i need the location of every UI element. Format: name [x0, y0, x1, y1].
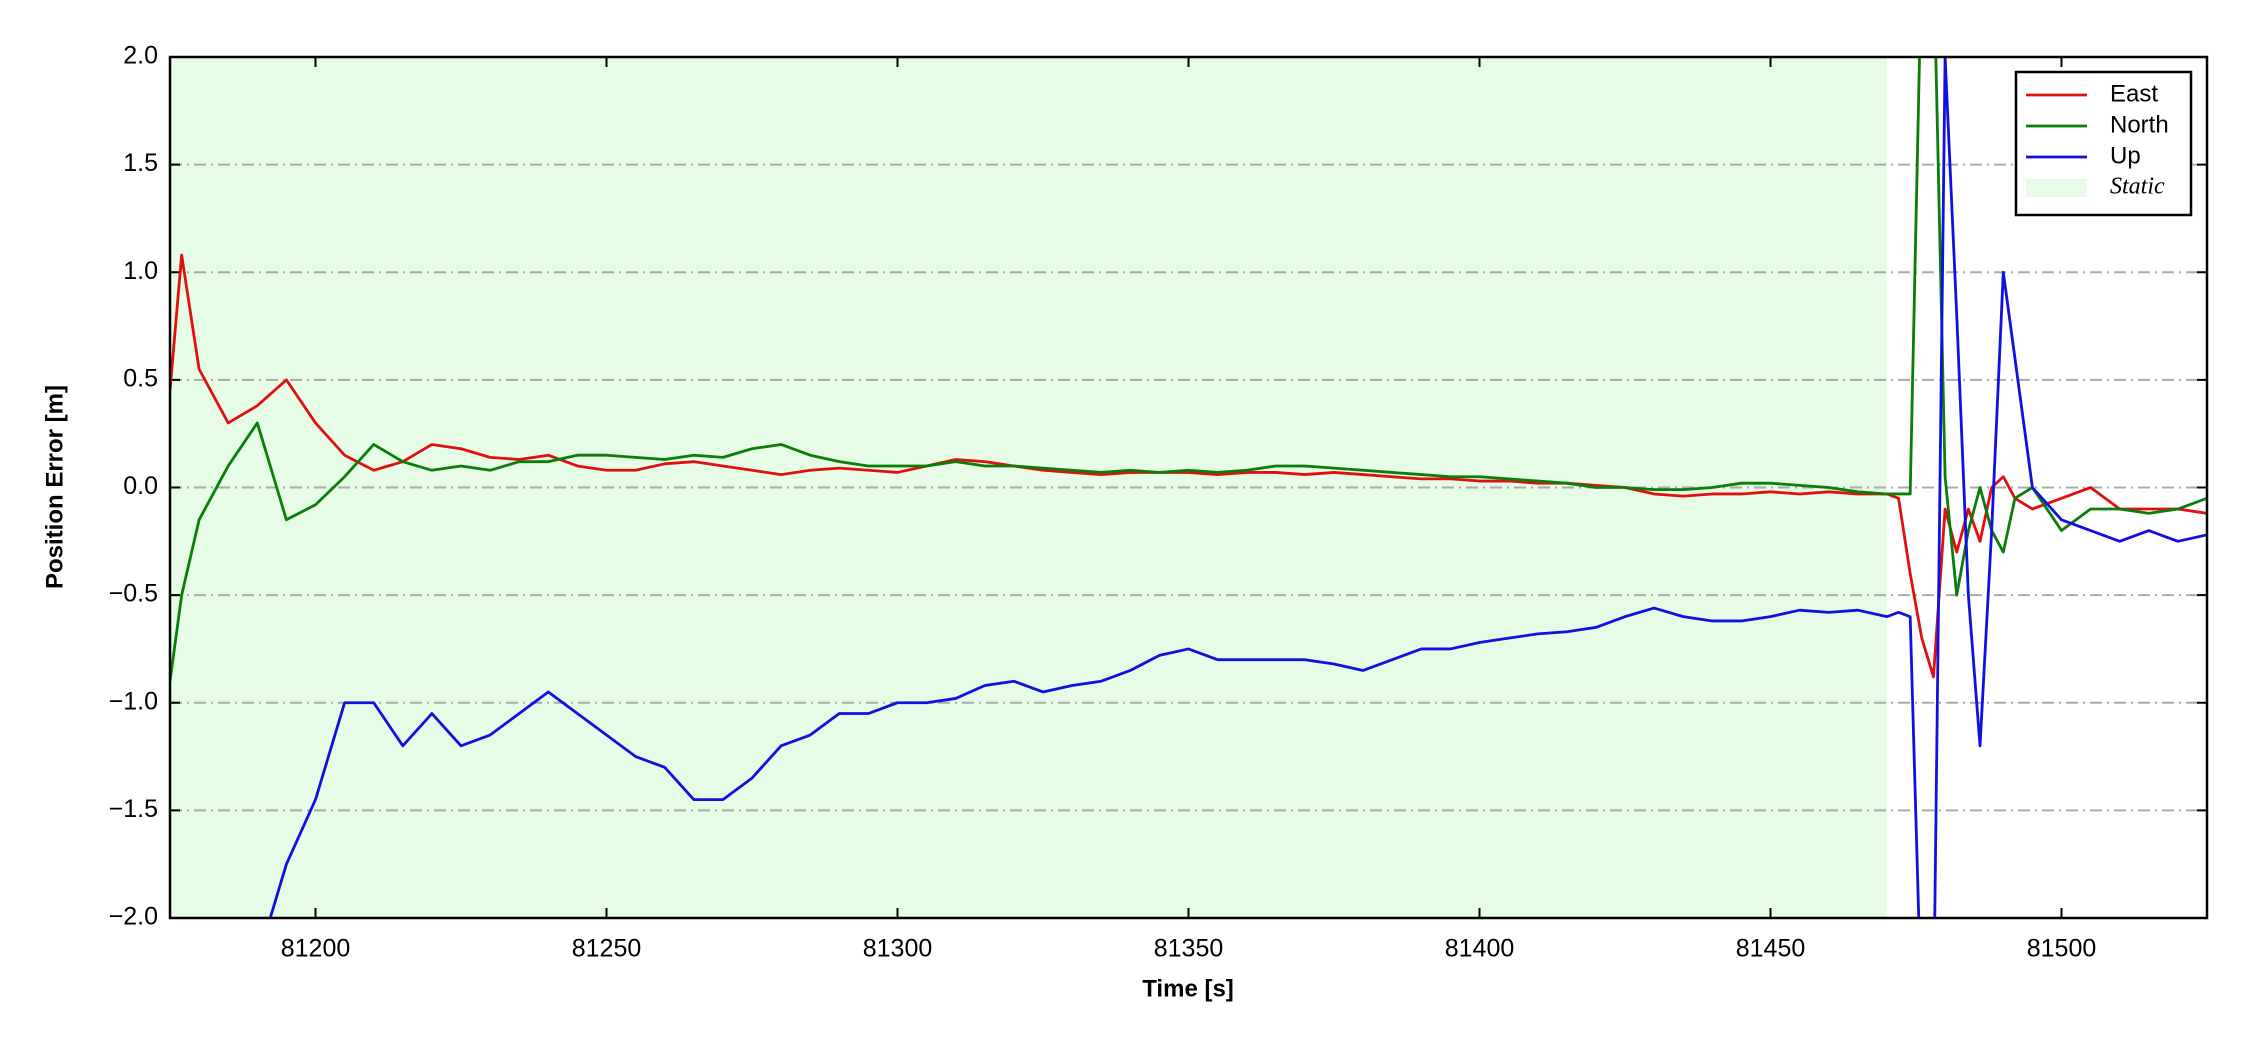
y-tick-label: 1.5: [123, 149, 158, 177]
series-line: [268, 57, 2207, 918]
x-tick-label: 81300: [863, 935, 933, 963]
y-tick-label: 1.0: [123, 257, 158, 285]
legend-swatch: [2026, 179, 2087, 197]
x-tick-label: 81400: [1445, 935, 1515, 963]
legend-label: East: [2110, 80, 2158, 107]
x-tick-label: 81450: [1736, 935, 1806, 963]
x-tick-label: 81250: [572, 935, 642, 963]
y-tick-label: −1.0: [109, 687, 158, 715]
series-line: [170, 57, 2207, 682]
y-tick-label: −1.5: [109, 795, 158, 823]
x-axis-label: Time [s]: [1142, 975, 1234, 1002]
legend-label: North: [2110, 111, 2169, 138]
y-tick-label: 2.0: [123, 42, 158, 70]
y-tick-label: 0.0: [123, 472, 158, 500]
series-line: [170, 253, 2207, 679]
legend-label: Static: [2110, 174, 2165, 200]
y-tick-label: −2.0: [109, 903, 158, 931]
plot-frame: [168, 55, 2209, 920]
legend-label: Up: [2110, 142, 2141, 169]
y-tick-label: 0.5: [123, 364, 158, 392]
x-tick-label: 81200: [281, 935, 351, 963]
x-tick-label: 81350: [1154, 935, 1224, 963]
y-axis-label: Position Error [m]: [41, 385, 68, 589]
x-tick-label: 81500: [2027, 935, 2097, 963]
y-tick-label: −0.5: [109, 580, 158, 608]
